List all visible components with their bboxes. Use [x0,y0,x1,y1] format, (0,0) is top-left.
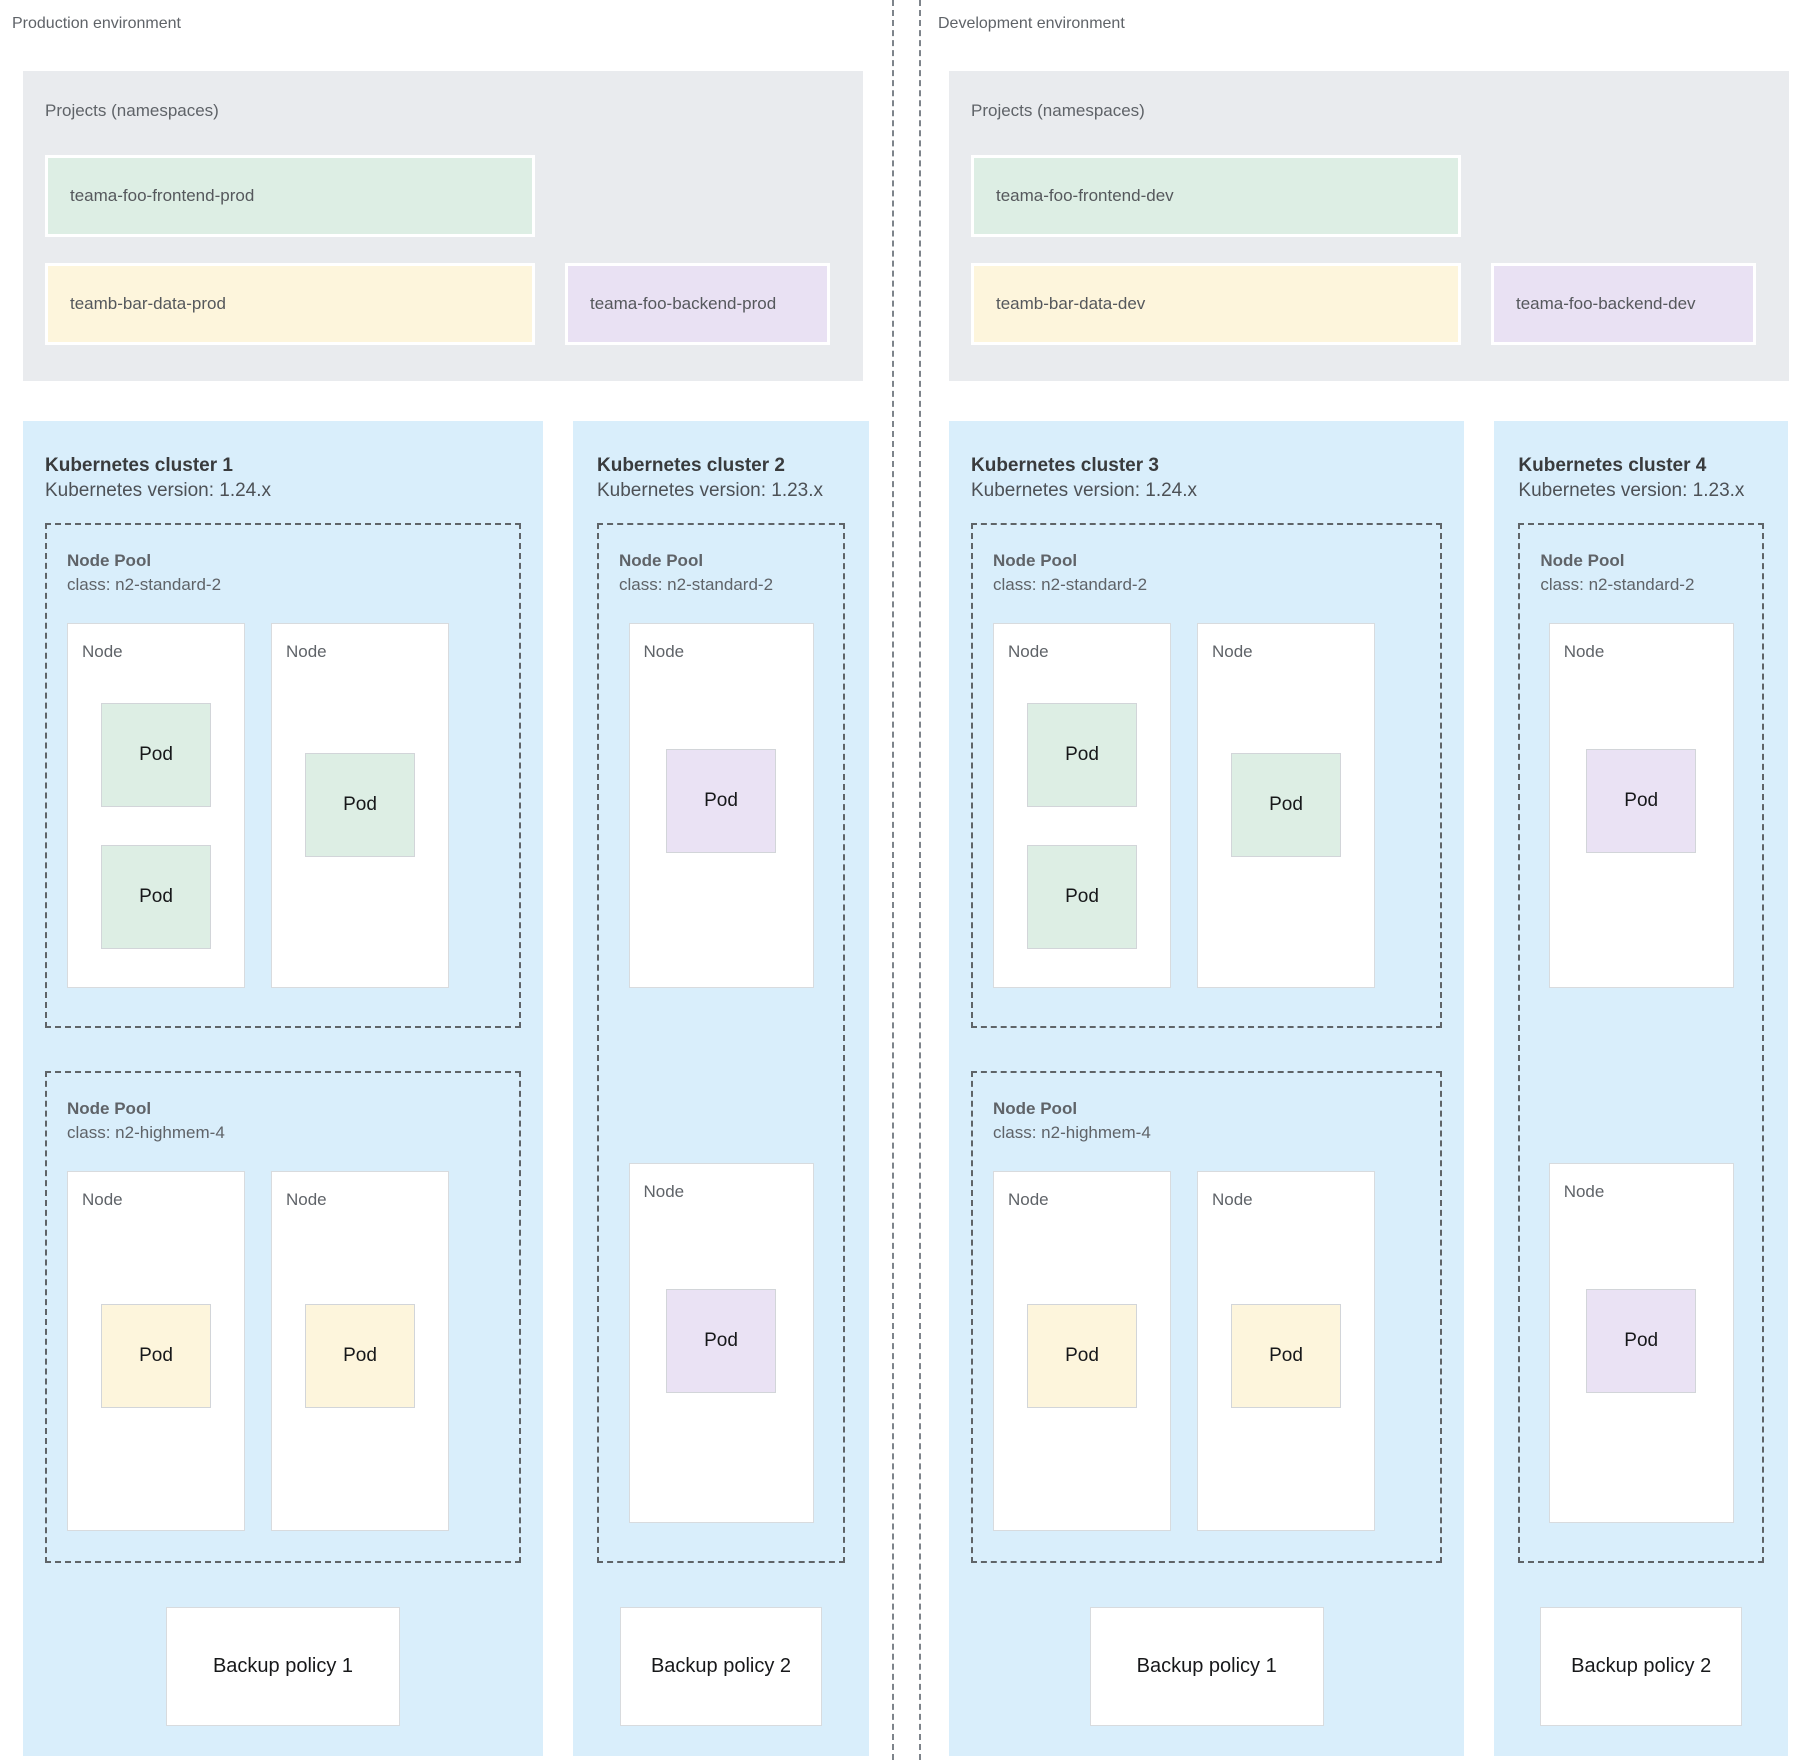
development-environment-section: Development environment Projects (namesp… [938,14,1789,1756]
clusters-row: Kubernetes cluster 3 Kubernetes version:… [949,421,1788,1756]
namespace-chip-backend: teama-foo-backend-dev [1491,263,1756,345]
node-box: Node Pod [1548,1163,1734,1523]
node-box: Node Pod [1197,623,1375,988]
node-pool-title: Node Pool [619,551,704,570]
cluster-title: Kubernetes cluster 3 [971,455,1159,476]
pod-box: Pod [101,703,211,807]
kubernetes-cluster-2: Kubernetes cluster 2 Kubernetes version:… [573,421,869,1756]
kubernetes-cluster-4: Kubernetes cluster 4 Kubernetes version:… [1494,421,1788,1756]
cluster-title: Kubernetes cluster 4 [1518,455,1707,476]
node-label: Node [1212,642,1253,661]
namespace-chip-data: teamb-bar-data-prod [45,263,535,345]
node-box: Node Pod [271,623,449,988]
namespace-chip-data: teamb-bar-data-dev [971,263,1461,345]
pod-box: Pod [1027,845,1137,949]
node-pool-title: Node Pool [67,551,152,570]
projects-namespaces-panel: Projects (namespaces) teama-foo-frontend… [23,71,863,381]
node-pool-highmem: Node Pool class: n2-highmem-4 Node Pod N… [45,1071,521,1563]
node-pool-title: Node Pool [993,1099,1078,1118]
node-box: Node Pod [1548,623,1734,988]
production-environment-section: Production environment Projects (namespa… [12,14,874,1756]
node-box: Node Pod [271,1171,449,1531]
node-pool-class: class: n2-highmem-4 [993,1123,1151,1142]
node-pool-class: class: n2-highmem-4 [67,1123,225,1142]
node-box: Node Pod [993,1171,1171,1531]
node-pool-title: Node Pool [67,1099,152,1118]
nodes-row: Node Pod Pod Node Pod [993,623,1420,988]
environment-label: Development environment [938,15,1125,32]
node-box: Node Pod [628,623,814,988]
backup-policy-box: Backup policy 2 [1540,1607,1743,1726]
pod-box: Pod [1586,749,1697,853]
namespace-chip-backend: teama-foo-backend-prod [565,263,830,345]
pod-box: Pod [666,749,776,853]
node-label: Node [643,1182,685,1201]
environment-label: Production environment [12,15,181,32]
node-label: Node [1563,1182,1605,1201]
node-pool-title: Node Pool [993,551,1078,570]
pod-box: Pod [1027,1304,1137,1408]
pod-box: Pod [101,1304,211,1408]
node-pool-highmem: Node Pool class: n2-highmem-4 Node Pod N… [971,1071,1443,1563]
projects-namespaces-panel: Projects (namespaces) teama-foo-frontend… [949,71,1789,381]
namespace-chip-row: teamb-bar-data-prod teama-foo-backend-pr… [45,263,835,345]
node-pool-standard: Node Pool class: n2-standard-2 Node Pod … [971,523,1443,1028]
cluster-version: Kubernetes version: 1.24.x [45,480,272,501]
environment-divider-line [892,0,894,1760]
node-label: Node [1563,642,1605,661]
cluster-title: Kubernetes cluster 2 [597,455,785,476]
projects-panel-title: Projects (namespaces) [45,101,219,120]
cluster-version: Kubernetes version: 1.24.x [971,480,1198,501]
node-pool-class: class: n2-standard-2 [1540,575,1695,594]
node-label: Node [1008,642,1049,661]
cluster-title: Kubernetes cluster 1 [45,455,233,476]
node-label: Node [82,1190,123,1209]
node-pool-class: class: n2-standard-2 [619,575,774,594]
node-pool-class: class: n2-standard-2 [993,575,1148,594]
pod-box: Pod [101,845,211,949]
node-label: Node [1008,1190,1049,1209]
backup-policy-box: Backup policy 1 [166,1607,400,1726]
node-label: Node [286,1190,327,1209]
pod-box: Pod [305,1304,415,1408]
nodes-row: Node Pod Node Pod [67,1171,499,1531]
kubernetes-cluster-1: Kubernetes cluster 1 Kubernetes version:… [23,421,543,1756]
kubernetes-cluster-3: Kubernetes cluster 3 Kubernetes version:… [949,421,1465,1756]
pod-box: Pod [305,753,415,857]
node-box: Node Pod [1197,1171,1375,1531]
node-pool-standard: Node Pool class: n2-standard-2 Node Pod … [597,523,845,1563]
namespace-chip-row: teamb-bar-data-dev teama-foo-backend-dev [971,263,1761,345]
node-label: Node [1212,1190,1253,1209]
nodes-row: Node Pod Pod Node Pod [67,623,499,988]
clusters-row: Kubernetes cluster 1 Kubernetes version:… [23,421,874,1756]
node-pool-title: Node Pool [1540,551,1625,570]
node-label: Node [82,642,123,661]
cluster-version: Kubernetes version: 1.23.x [1518,480,1745,501]
backup-policy-box: Backup policy 2 [620,1607,822,1726]
backup-policy-box: Backup policy 1 [1089,1607,1324,1726]
projects-panel-title: Projects (namespaces) [971,101,1145,120]
namespace-chip-frontend: teama-foo-frontend-dev [971,155,1461,237]
pod-box: Pod [1027,703,1137,807]
namespace-chip-frontend: teama-foo-frontend-prod [45,155,535,237]
pod-box: Pod [1586,1289,1697,1393]
node-box: Node Pod [67,1171,245,1531]
node-box: Node Pod [628,1163,814,1523]
nodes-row: Node Pod Node Pod [993,1171,1420,1531]
pod-box: Pod [666,1289,776,1393]
node-box: Node Pod Pod [67,623,245,988]
node-pool-class: class: n2-standard-2 [67,575,222,594]
node-box: Node Pod Pod [993,623,1171,988]
node-label: Node [643,642,685,661]
node-label: Node [286,642,327,661]
node-pool-standard: Node Pool class: n2-standard-2 Node Pod … [45,523,521,1028]
pod-box: Pod [1231,1304,1341,1408]
cluster-version: Kubernetes version: 1.23.x [597,480,824,501]
environment-divider-line [919,0,921,1760]
pod-box: Pod [1231,753,1341,857]
node-pool-standard: Node Pool class: n2-standard-2 Node Pod … [1518,523,1764,1563]
